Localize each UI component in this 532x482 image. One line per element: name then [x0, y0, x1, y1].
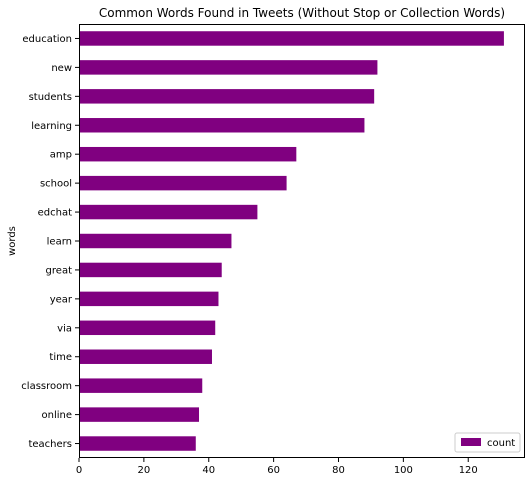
- x-tick-label-100: 100: [394, 465, 413, 476]
- y-tick-label-great: great: [46, 265, 73, 276]
- bar-teachers: [79, 436, 196, 451]
- bar-students: [79, 89, 375, 104]
- y-tick-label-edchat: edchat: [38, 208, 72, 219]
- bar-school: [79, 175, 287, 191]
- bar-online: [79, 407, 200, 422]
- x-tick-label-0: 0: [76, 465, 82, 476]
- x-axis-ticks: 0 20 40 60 80 100 120: [76, 458, 478, 476]
- x-tick-label-120: 120: [459, 465, 478, 476]
- legend-label: count: [487, 438, 515, 449]
- bar-new: [79, 60, 378, 75]
- y-tick-label-school: school: [40, 179, 72, 190]
- legend-box: [454, 432, 521, 453]
- legend: count: [454, 432, 521, 453]
- bars: [79, 31, 504, 451]
- chart-title: Common Words Found in Tweets (Without St…: [99, 6, 505, 20]
- y-tick-label-classroom: classroom: [21, 381, 72, 392]
- y-tick-label-time: time: [49, 352, 72, 363]
- bar-learn: [79, 233, 232, 249]
- y-tick-label-via: via: [57, 323, 72, 334]
- bar-education: [79, 31, 504, 46]
- y-tick-label-education: education: [22, 34, 72, 45]
- y-axis-ticks: education new students learning amp school edc…: [21, 34, 79, 450]
- y-tick-label-learn: learn: [47, 237, 72, 248]
- bar-via: [79, 320, 216, 336]
- bar-classroom: [79, 378, 203, 393]
- plot-frame: [79, 24, 525, 458]
- y-tick-label-learning: learning: [31, 121, 72, 132]
- y-tick-label-year: year: [50, 294, 73, 305]
- x-tick-label-40: 40: [202, 465, 215, 476]
- y-tick-label-online: online: [41, 410, 72, 421]
- x-tick-label-20: 20: [138, 465, 151, 476]
- y-tick-label-amp: amp: [50, 150, 72, 161]
- y-tick-label-teachers: teachers: [28, 439, 72, 450]
- y-tick-label-students: students: [29, 92, 72, 103]
- x-tick-label-60: 60: [267, 465, 280, 476]
- bar-year: [79, 291, 219, 307]
- bar-amp: [79, 146, 297, 162]
- legend-swatch: [461, 438, 481, 446]
- y-axis-label: words: [7, 226, 18, 256]
- y-tick-label-new: new: [51, 63, 72, 74]
- x-tick-label-80: 80: [332, 465, 345, 476]
- bar-great: [79, 262, 222, 278]
- bar-time: [79, 349, 212, 364]
- bar-learning: [79, 118, 365, 133]
- bar-edchat: [79, 204, 258, 220]
